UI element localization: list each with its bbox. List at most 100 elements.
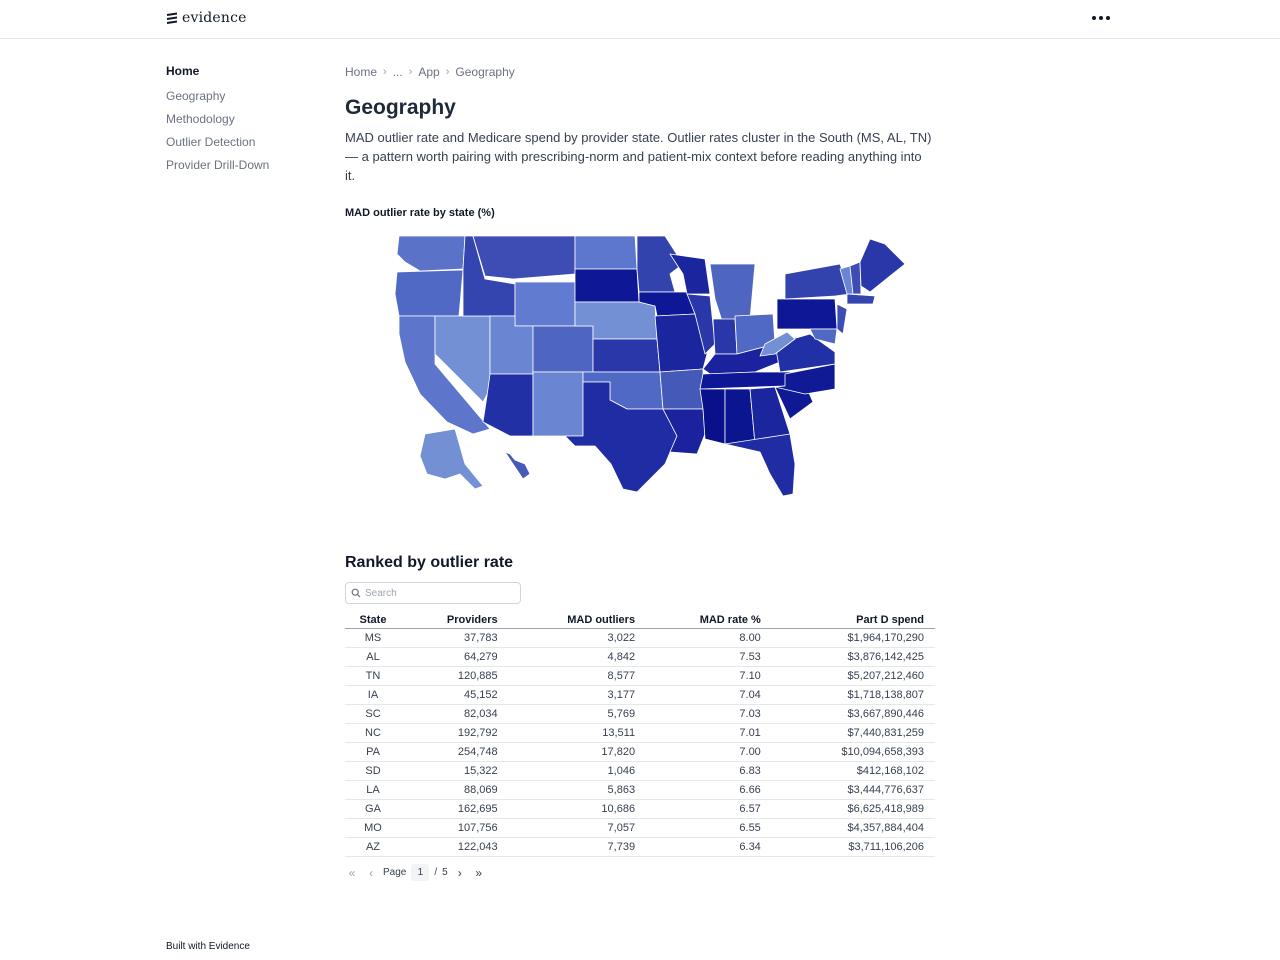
state-nd	[574, 235, 638, 270]
cell-mad-outliers: 5,863	[508, 780, 647, 800]
evidence-logo-icon	[166, 12, 178, 24]
breadcrumb-app[interactable]: App	[418, 65, 440, 79]
top-bar: evidence	[0, 0, 1280, 39]
cell-mad-outliers: 3,177	[508, 685, 647, 705]
cell-mad-rate: 7.10	[646, 666, 772, 686]
table-row[interactable]: NC 192,792 13,511 7.01 $7,440,831,259	[345, 723, 935, 743]
cell-mad-outliers: 17,820	[508, 742, 647, 762]
table-row[interactable]: SD 15,322 1,046 6.83 $412,168,102	[345, 761, 935, 781]
cell-state: AZ	[345, 837, 401, 857]
ranked-table: State Providers MAD outliers MAD rate % …	[345, 612, 935, 857]
table-row[interactable]: PA 254,748 17,820 7.00 $10,094,658,393	[345, 742, 935, 762]
cell-mad-rate: 7.04	[646, 685, 772, 705]
cell-mad-rate: 6.83	[646, 761, 772, 781]
cell-state: MS	[345, 628, 401, 648]
state-ak	[419, 428, 484, 490]
cell-part-d-spend: $3,444,776,637	[771, 780, 935, 800]
state-ny	[784, 263, 851, 300]
state-co	[532, 325, 594, 373]
search-input[interactable]	[365, 587, 515, 599]
cell-mad-rate: 7.03	[646, 704, 772, 724]
sidebar-item-outlier-detection[interactable]: Outlier Detection	[166, 135, 256, 149]
more-menu-icon[interactable]	[1090, 9, 1112, 27]
state-tx	[564, 381, 678, 493]
sidebar-item-methodology[interactable]: Methodology	[166, 112, 235, 126]
cell-state: NC	[345, 723, 401, 743]
table-row[interactable]: AZ 122,043 7,739 6.34 $3,711,106,206	[345, 837, 935, 857]
state-va	[774, 333, 836, 373]
ranked-heading: Ranked by outlier rate	[345, 554, 514, 571]
state-or	[394, 269, 464, 317]
state-in	[712, 318, 738, 355]
footer-credit[interactable]: Built with Evidence	[166, 941, 250, 952]
table-row[interactable]: MS 37,783 3,022 8.00 $1,964,170,290	[345, 628, 935, 648]
sidebar-item-home[interactable]: Home	[166, 64, 200, 78]
column-header-mad-rate[interactable]: MAD rate %	[646, 612, 772, 629]
cell-part-d-spend: $1,718,138,807	[771, 685, 935, 705]
table-header-row: State Providers MAD outliers MAD rate % …	[345, 612, 935, 629]
cell-part-d-spend: $3,711,106,206	[771, 837, 935, 857]
state-nh	[849, 261, 862, 295]
sidebar-item-geography[interactable]: Geography	[166, 89, 226, 103]
state-wy	[514, 281, 576, 327]
state-mt	[472, 235, 576, 280]
cell-providers: 254,748	[401, 742, 509, 762]
table-row[interactable]: AL 64,279 4,842 7.53 $3,876,142,425	[345, 647, 935, 667]
breadcrumb-ellipsis[interactable]: ...	[392, 65, 403, 79]
cell-mad-rate: 7.00	[646, 742, 772, 762]
table-row[interactable]: IA 45,152 3,177 7.04 $1,718,138,807	[345, 685, 935, 705]
search-icon	[351, 588, 361, 598]
page-intro: MAD outlier rate and Medicare spend by p…	[345, 130, 932, 184]
cell-part-d-spend: $10,094,658,393	[771, 742, 935, 762]
state-pa	[776, 298, 838, 330]
cell-part-d-spend: $1,964,170,290	[771, 628, 935, 648]
cell-part-d-spend: $412,168,102	[771, 761, 935, 781]
cell-providers: 15,322	[401, 761, 509, 781]
cell-providers: 37,783	[401, 628, 509, 648]
cell-mad-outliers: 3,022	[508, 628, 647, 648]
cell-mad-outliers: 10,686	[508, 799, 647, 819]
state-nm	[532, 371, 584, 437]
state-az	[482, 373, 534, 437]
cell-mad-outliers: 13,511	[508, 723, 647, 743]
evidence-logo[interactable]: evidence	[166, 10, 247, 26]
breadcrumb-home[interactable]: Home	[345, 65, 378, 79]
breadcrumb-current: Geography	[455, 65, 515, 79]
next-page-icon[interactable]: ›	[457, 865, 462, 880]
cell-state: IA	[345, 685, 401, 705]
cell-state: AL	[345, 647, 401, 667]
breadcrumb: Home › ... › App › Geography	[345, 64, 935, 80]
column-header-part-d-spend[interactable]: Part D spend	[771, 612, 935, 629]
state-md	[809, 328, 838, 345]
column-header-mad-outliers[interactable]: MAD outliers	[508, 612, 647, 629]
cell-part-d-spend: $3,667,890,446	[771, 704, 935, 724]
page-number-input[interactable]: 1	[411, 864, 430, 881]
cell-providers: 107,756	[401, 818, 509, 838]
state-wv	[759, 331, 796, 357]
column-header-state[interactable]: State	[345, 612, 401, 629]
column-header-providers[interactable]: Providers	[401, 612, 509, 629]
page-separator: /	[434, 867, 438, 878]
cell-mad-outliers: 8,577	[508, 666, 647, 686]
cell-part-d-spend: $4,357,884,404	[771, 818, 935, 838]
state-ma	[846, 293, 876, 305]
table-row[interactable]: GA 162,695 10,686 6.57 $6,625,418,989	[345, 799, 935, 819]
pagination: « ‹ Page 1 / 5 › »	[345, 864, 486, 881]
table-row[interactable]: MO 107,756 7,057 6.55 $4,357,884,404	[345, 818, 935, 838]
main-content: Home › ... › App › Geography Geography M…	[345, 64, 935, 881]
cell-part-d-spend: $5,207,212,460	[771, 666, 935, 686]
previous-page-icon[interactable]: ‹	[369, 865, 373, 880]
table-row[interactable]: TN 120,885 8,577 7.10 $5,207,212,460	[345, 666, 935, 686]
table-row[interactable]: SC 82,034 5,769 7.03 $3,667,890,446	[345, 704, 935, 724]
sidebar: Home Geography Methodology Outlier Detec…	[166, 64, 316, 181]
cell-part-d-spend: $6,625,418,989	[771, 799, 935, 819]
last-page-icon[interactable]: »	[475, 865, 483, 880]
cell-mad-outliers: 1,046	[508, 761, 647, 781]
table-search[interactable]	[345, 582, 521, 604]
table-row[interactable]: LA 88,069 5,863 6.66 $3,444,776,637	[345, 780, 935, 800]
cell-providers: 64,279	[401, 647, 509, 667]
us-choropleth-map[interactable]	[365, 224, 925, 514]
sidebar-item-provider-drill-down[interactable]: Provider Drill-Down	[166, 158, 270, 172]
first-page-icon[interactable]: «	[348, 865, 356, 880]
cell-part-d-spend: $3,876,142,425	[771, 647, 935, 667]
